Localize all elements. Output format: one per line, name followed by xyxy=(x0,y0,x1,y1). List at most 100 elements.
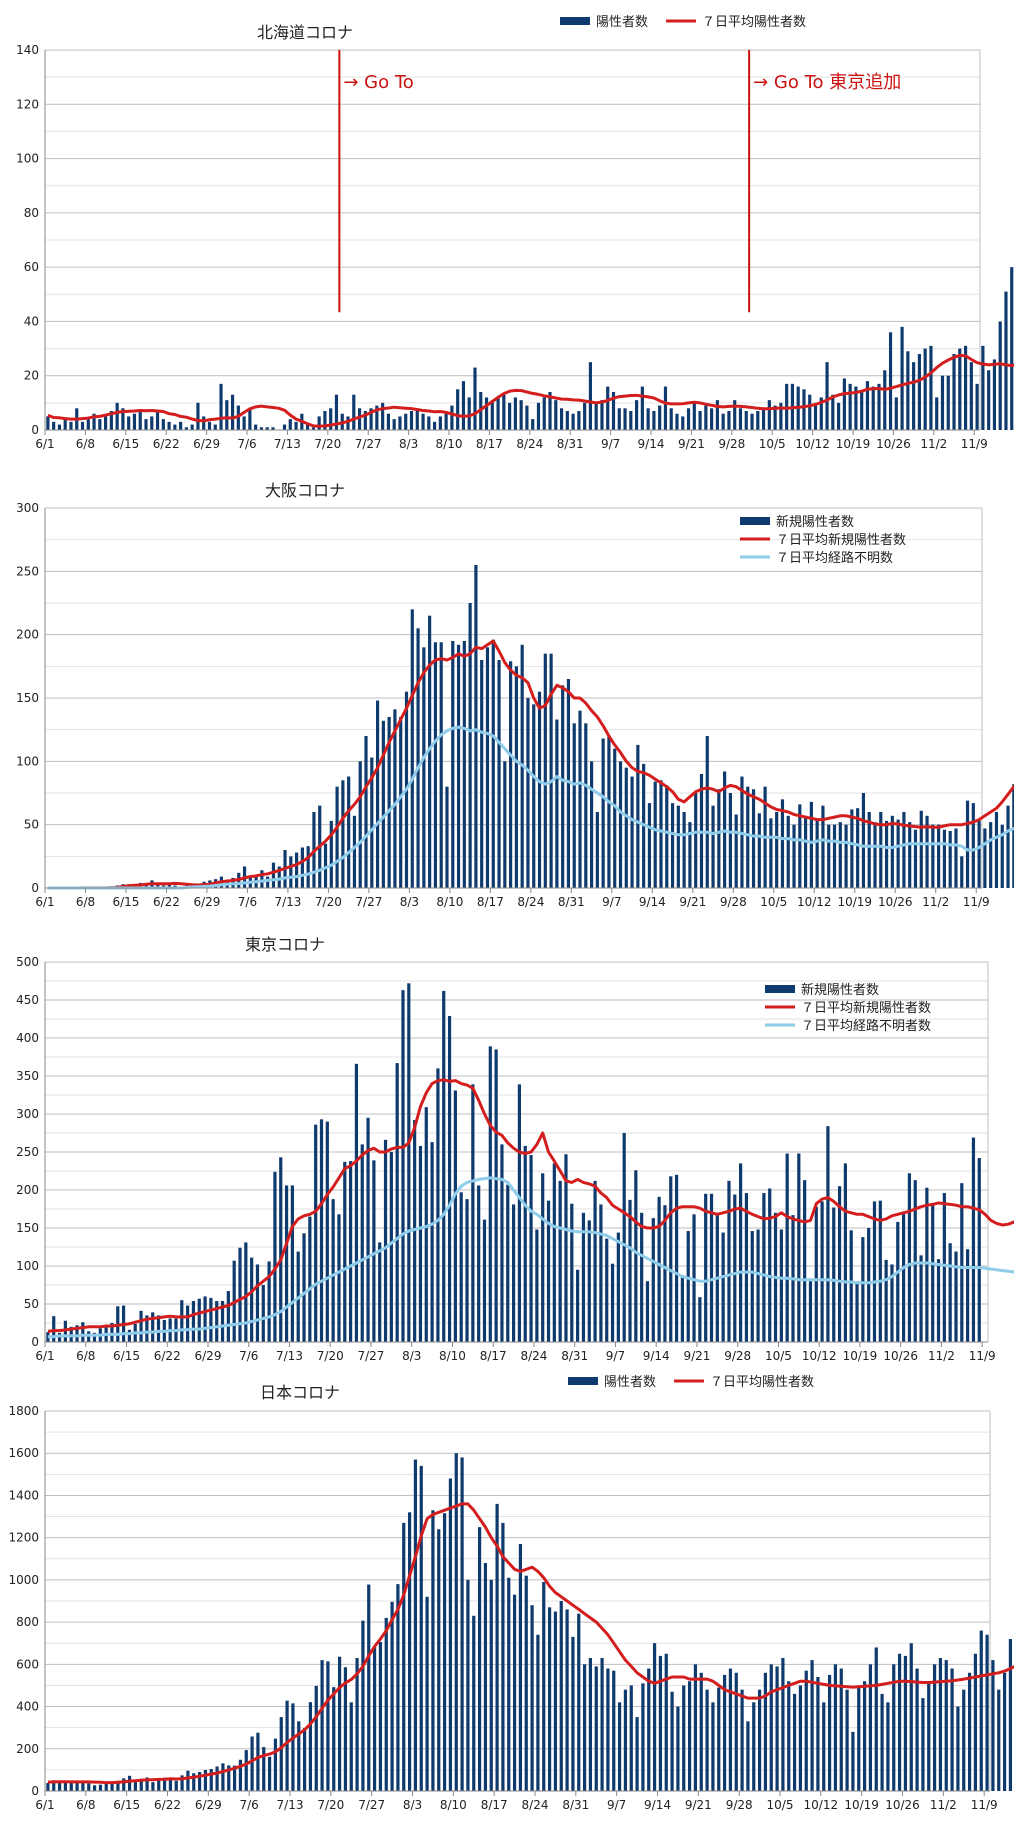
bar xyxy=(578,710,582,888)
bar xyxy=(389,1152,393,1342)
x-tick-label: 11/2 xyxy=(920,437,947,451)
bar xyxy=(913,829,918,888)
bar xyxy=(386,413,390,430)
bar xyxy=(912,362,916,430)
bar xyxy=(839,1668,843,1791)
bar xyxy=(428,615,432,888)
y-tick-label: 40 xyxy=(24,314,39,328)
bar xyxy=(884,820,889,888)
bar xyxy=(675,413,679,430)
y-tick-label: 200 xyxy=(16,1183,39,1197)
bar xyxy=(346,416,350,430)
bar xyxy=(651,1218,655,1342)
bar xyxy=(921,1698,925,1791)
bar xyxy=(640,386,644,430)
x-tick-label: 9/7 xyxy=(606,1349,625,1363)
bar xyxy=(260,870,264,888)
bar xyxy=(903,1655,908,1791)
bar xyxy=(174,1780,178,1791)
bar xyxy=(819,397,823,430)
bar xyxy=(946,375,950,430)
bar xyxy=(372,1160,376,1342)
bar xyxy=(594,1666,598,1791)
bar xyxy=(798,1685,803,1791)
x-tick-label: 6/1 xyxy=(35,895,54,909)
bar xyxy=(127,1775,132,1791)
bar xyxy=(744,1193,749,1342)
x-tick-label: 7/27 xyxy=(355,437,382,451)
bar xyxy=(669,1176,673,1342)
bar xyxy=(225,400,229,430)
bar xyxy=(215,1300,219,1342)
bar xyxy=(289,856,293,888)
bar xyxy=(306,846,310,888)
bar xyxy=(676,1706,680,1791)
bar xyxy=(495,1503,499,1791)
bar xyxy=(687,1681,692,1791)
bar xyxy=(925,815,929,888)
legend-swatch xyxy=(765,985,795,993)
x-tick-label: 11/9 xyxy=(969,1349,996,1363)
x-tick-label: 9/14 xyxy=(639,895,666,909)
bar xyxy=(496,397,500,430)
bar xyxy=(698,1297,702,1342)
bar xyxy=(1002,1672,1007,1791)
bar xyxy=(915,1668,919,1791)
bar xyxy=(944,1660,948,1791)
bar xyxy=(814,1206,818,1342)
bar xyxy=(906,351,910,430)
bar xyxy=(508,402,512,430)
bar xyxy=(763,1672,768,1791)
bar xyxy=(461,381,466,430)
bar xyxy=(69,1782,73,1791)
bar xyxy=(80,421,85,430)
bar xyxy=(728,1668,733,1791)
bar xyxy=(564,1154,568,1342)
bar xyxy=(821,805,825,888)
bar xyxy=(566,679,571,888)
x-tick-label: 6/8 xyxy=(76,1798,95,1812)
bar xyxy=(877,383,881,430)
legend-swatch xyxy=(560,17,590,25)
bar xyxy=(227,1765,231,1791)
legend-label: ７日平均新規陽性者数 xyxy=(776,532,906,548)
x-tick-label: 6/15 xyxy=(112,437,139,451)
bar xyxy=(186,1770,190,1791)
legend-label: ７日平均新規陽性者数 xyxy=(801,1000,931,1016)
bar xyxy=(259,427,264,430)
bar xyxy=(622,1133,626,1342)
bar xyxy=(526,698,530,888)
x-tick-label: 8/17 xyxy=(476,437,503,451)
bar xyxy=(381,402,385,430)
bar xyxy=(935,397,939,430)
x-tick-label: 10/19 xyxy=(836,437,871,451)
bar xyxy=(779,1229,783,1342)
bar xyxy=(290,1185,294,1342)
series-line xyxy=(47,1176,1014,1339)
bar xyxy=(645,1281,650,1342)
bar xyxy=(437,1529,441,1791)
bar xyxy=(203,1769,208,1791)
bar xyxy=(424,1107,428,1342)
bar xyxy=(629,1685,633,1791)
bar xyxy=(636,744,640,888)
bar xyxy=(525,405,529,430)
bar xyxy=(273,1171,277,1342)
bar xyxy=(958,348,962,430)
bar xyxy=(325,1121,329,1342)
x-tick-label: 6/29 xyxy=(195,1798,222,1812)
bar xyxy=(319,1119,324,1342)
bar xyxy=(577,1613,581,1791)
bar xyxy=(559,1601,563,1791)
bar xyxy=(138,411,142,430)
bar xyxy=(583,402,587,430)
x-tick-label: 8/3 xyxy=(402,1349,421,1363)
y-tick-label: 1200 xyxy=(8,1531,39,1545)
y-tick-label: 150 xyxy=(16,1221,39,1235)
bar xyxy=(535,1229,539,1342)
bar xyxy=(670,1691,674,1791)
x-tick-label: 9/21 xyxy=(685,1798,712,1812)
bar xyxy=(180,1775,184,1791)
bar xyxy=(787,1681,791,1791)
x-tick-label: 6/15 xyxy=(112,895,139,909)
